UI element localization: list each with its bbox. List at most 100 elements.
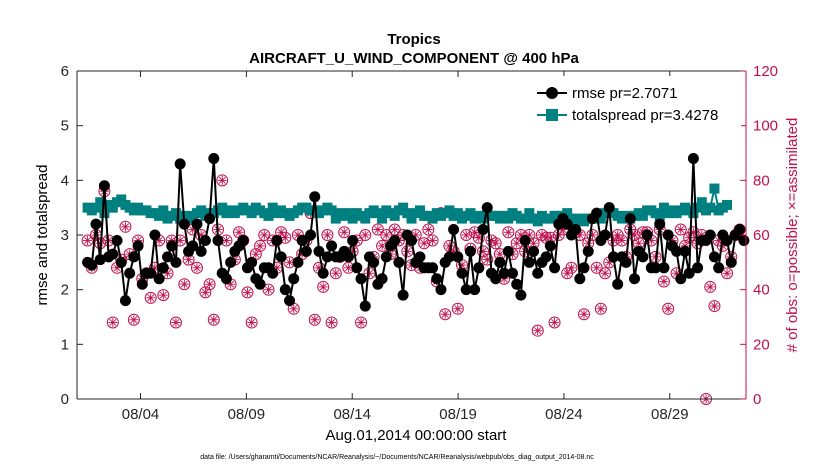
rmse-point xyxy=(738,234,750,246)
rmse-point xyxy=(296,234,308,246)
rmse-point xyxy=(397,289,409,301)
obs-assimilated-point xyxy=(491,238,501,248)
rmse-point xyxy=(641,229,653,241)
totalspread-point xyxy=(427,213,438,224)
rmse-point xyxy=(515,289,527,301)
y-tick-label: 6 xyxy=(61,63,69,80)
rmse-point xyxy=(443,251,455,263)
obs-possible-point xyxy=(380,229,393,241)
rmse-point xyxy=(204,213,216,225)
totalspread-point xyxy=(503,213,514,224)
obs-assimilated-point xyxy=(289,304,299,314)
obs-possible-point xyxy=(338,226,351,239)
totalspread-point xyxy=(524,208,535,219)
totalspread-point xyxy=(705,202,716,213)
obs-possible-point xyxy=(178,278,191,291)
obs-assimilated-point xyxy=(529,238,539,248)
x-tick-label: 08/24 xyxy=(545,406,583,423)
totalspread-point xyxy=(263,210,274,221)
obs-assimilated-point xyxy=(364,268,374,278)
obs-assimilated-point xyxy=(209,315,219,325)
rmse-point xyxy=(149,229,161,241)
obs-possible-point xyxy=(439,308,452,321)
obs-possible-point xyxy=(371,223,384,236)
totalspread-point xyxy=(95,197,106,208)
obs-possible-point xyxy=(207,313,220,326)
rmse-point xyxy=(523,256,535,268)
obs-assimilated-point xyxy=(659,276,669,286)
totalspread-point xyxy=(520,213,531,224)
obs-possible-point xyxy=(657,275,670,288)
rmse-point xyxy=(321,251,333,263)
totalspread-point xyxy=(722,199,733,210)
rmse-point xyxy=(675,273,687,285)
obs-assimilated-point xyxy=(192,263,202,273)
rmse-point xyxy=(498,267,510,279)
rmse-point xyxy=(612,278,624,290)
totalspread-point xyxy=(654,210,665,221)
rmse-point xyxy=(132,240,144,252)
obs-possible-point xyxy=(308,313,321,326)
rmse-point xyxy=(490,273,502,285)
obs-assimilated-point xyxy=(512,238,522,248)
totalspread-point xyxy=(377,213,388,224)
totalspread-point xyxy=(116,194,127,205)
obs-assimilated-point xyxy=(461,230,471,240)
obs-assimilated-point xyxy=(310,315,320,325)
rmse-point xyxy=(254,278,266,290)
rmse-point xyxy=(570,224,582,236)
obs-assimilated-point xyxy=(381,230,391,240)
obs-possible-point xyxy=(199,286,212,299)
totalspread-point xyxy=(595,213,606,224)
rmse-point xyxy=(650,262,662,274)
totalspread-point xyxy=(406,213,417,224)
obs-possible-point xyxy=(590,261,603,274)
totalspread-point xyxy=(562,208,573,219)
rmse-point xyxy=(734,224,746,236)
rmse-point xyxy=(704,229,716,241)
obs-possible-point xyxy=(355,316,368,329)
x-tick-label: 08/19 xyxy=(439,406,477,423)
rmse-point xyxy=(519,234,531,246)
rmse-point xyxy=(624,213,636,225)
series-layer xyxy=(81,152,750,405)
obs-assimilated-point xyxy=(217,175,227,185)
obs-assimilated-point xyxy=(158,290,168,300)
rmse-point xyxy=(658,262,670,274)
totalspread-point xyxy=(692,202,703,213)
rmse-point xyxy=(170,256,182,268)
totalspread-point xyxy=(196,205,207,216)
obs-possible-point xyxy=(325,316,338,329)
obs-assimilated-point xyxy=(592,263,602,273)
totalspread-point xyxy=(658,202,669,213)
obs-assimilated-point xyxy=(242,287,252,297)
rmse-point xyxy=(683,267,695,279)
totalspread-point xyxy=(360,213,371,224)
obs-possible-point xyxy=(594,302,607,315)
x-tick-label: 08/14 xyxy=(333,406,371,423)
y-axis-right-label: # of obs: o=possible; ×=assimilated xyxy=(784,118,801,353)
rmse-point xyxy=(174,158,186,170)
obs-possible-point xyxy=(321,229,334,241)
obs-assimilated-point xyxy=(205,279,215,289)
obs-assimilated-point xyxy=(583,238,593,248)
rmse-point xyxy=(199,234,211,246)
chart-title: Tropics xyxy=(387,31,440,48)
obs-possible-point xyxy=(245,316,258,329)
rmse-point xyxy=(544,240,556,252)
y-tick-label: 1 xyxy=(61,336,69,353)
y-right-tick-label: 0 xyxy=(753,391,761,408)
rmse-point xyxy=(448,224,460,236)
obs-possible-point xyxy=(708,300,721,313)
rmse-point xyxy=(359,300,371,312)
rmse-point xyxy=(292,256,304,268)
rmse-point xyxy=(368,256,380,268)
rmse-point xyxy=(86,259,98,271)
legend-spread-marker xyxy=(546,109,558,121)
rmse-point xyxy=(191,218,203,230)
obs-possible-point xyxy=(169,316,182,329)
totalspread-point xyxy=(696,197,707,208)
rmse-point xyxy=(532,267,544,279)
totalspread-point xyxy=(246,208,257,219)
